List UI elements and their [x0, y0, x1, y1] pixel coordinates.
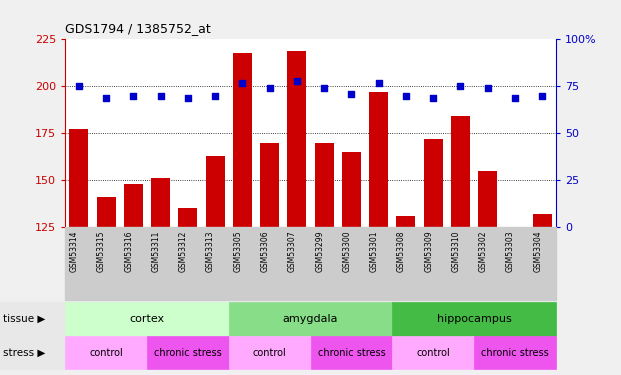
Text: control: control — [89, 348, 123, 358]
Text: GSM53311: GSM53311 — [152, 231, 161, 272]
Text: GSM53301: GSM53301 — [369, 231, 379, 272]
Bar — [178, 208, 197, 227]
Text: GSM53313: GSM53313 — [206, 231, 215, 272]
Text: GSM53312: GSM53312 — [179, 231, 188, 272]
Point — [319, 85, 329, 91]
Point — [455, 83, 465, 89]
Bar — [533, 214, 551, 227]
Point — [483, 85, 492, 91]
Point — [210, 93, 220, 99]
Point — [183, 94, 193, 100]
Text: GSM53302: GSM53302 — [479, 231, 487, 272]
Text: control: control — [253, 348, 286, 358]
Text: GSM53300: GSM53300 — [342, 231, 351, 272]
Bar — [315, 142, 333, 227]
Text: GSM53306: GSM53306 — [261, 231, 270, 272]
Point — [510, 94, 520, 100]
Bar — [478, 171, 497, 227]
Bar — [124, 184, 143, 227]
Text: cortex: cortex — [129, 314, 165, 324]
Text: GSM53303: GSM53303 — [506, 231, 515, 272]
Bar — [151, 178, 170, 227]
Text: GSM53307: GSM53307 — [288, 231, 297, 272]
Bar — [369, 92, 388, 227]
Text: GSM53314: GSM53314 — [70, 231, 79, 272]
Text: GSM53316: GSM53316 — [124, 231, 134, 272]
Text: GDS1794 / 1385752_at: GDS1794 / 1385752_at — [65, 22, 211, 35]
Point — [74, 83, 84, 89]
Text: chronic stress: chronic stress — [317, 348, 385, 358]
Point — [374, 80, 384, 86]
Text: amygdala: amygdala — [283, 314, 338, 324]
Point — [156, 93, 166, 99]
Point — [428, 94, 438, 100]
Text: GSM53304: GSM53304 — [533, 231, 542, 272]
Point — [292, 78, 302, 84]
Point — [237, 80, 247, 86]
Text: GSM53315: GSM53315 — [97, 231, 106, 272]
Point — [347, 91, 356, 97]
Text: GSM53310: GSM53310 — [451, 231, 460, 272]
Bar — [260, 142, 279, 227]
Bar — [233, 53, 252, 227]
Point — [129, 93, 138, 99]
Text: GSM53305: GSM53305 — [233, 231, 242, 272]
Text: GSM53309: GSM53309 — [424, 231, 433, 272]
Text: GSM53299: GSM53299 — [315, 231, 324, 272]
Bar — [342, 152, 361, 227]
Bar — [505, 227, 525, 232]
Bar — [96, 197, 116, 227]
Text: GSM53308: GSM53308 — [397, 231, 406, 272]
Bar — [206, 156, 225, 227]
Text: stress ▶: stress ▶ — [3, 348, 45, 358]
Bar — [451, 116, 470, 227]
Bar — [70, 129, 88, 227]
Text: control: control — [416, 348, 450, 358]
Point — [537, 93, 547, 99]
Bar — [288, 51, 306, 227]
Point — [265, 85, 274, 91]
Bar — [396, 216, 415, 227]
Point — [101, 94, 111, 100]
Text: chronic stress: chronic stress — [154, 348, 222, 358]
Bar — [424, 139, 443, 227]
Text: tissue ▶: tissue ▶ — [3, 314, 45, 324]
Text: chronic stress: chronic stress — [481, 348, 549, 358]
Point — [401, 93, 411, 99]
Text: hippocampus: hippocampus — [437, 314, 512, 324]
